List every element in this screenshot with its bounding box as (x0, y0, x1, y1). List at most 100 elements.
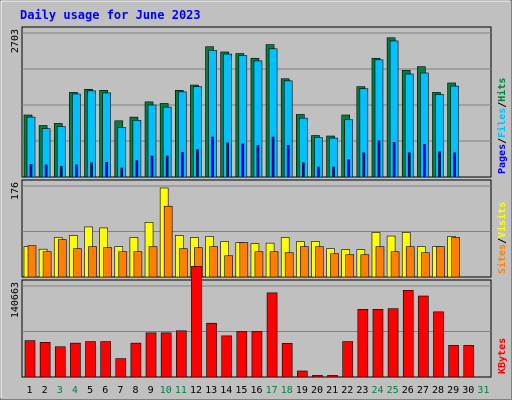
bar-sites-day-1 (27, 245, 37, 278)
bar-pages-day-9 (150, 155, 154, 178)
bar-kbytes-day-3 (54, 346, 66, 378)
bar-pages-day-7 (120, 167, 124, 178)
bar-sites-day-17 (269, 251, 279, 278)
bar-sites-day-5 (88, 246, 97, 278)
bar-kbytes-day-14 (221, 335, 232, 378)
bar-pages-day-11 (180, 152, 184, 178)
series-axis-label-part: / (497, 238, 508, 244)
panel-kbytes: 140663 KBytes (10, 265, 508, 378)
bar-kbytes-day-13 (206, 322, 217, 378)
x-tick-label: 13 (205, 385, 217, 396)
x-tick-label: 15 (235, 385, 247, 396)
bar-pages-day-1 (29, 164, 33, 178)
bar-pages-day-16 (256, 145, 260, 178)
bar-kbytes-day-17 (266, 292, 278, 378)
x-tick-label: 26 (402, 385, 414, 396)
bar-sites-day-2 (42, 251, 52, 278)
series-axis-label: Pages/Files/Hits (496, 78, 508, 174)
bar-sites-day-19 (300, 246, 309, 278)
x-tick-label: 16 (250, 385, 262, 396)
bar-kbytes-day-24 (372, 308, 384, 378)
x-tick-label: 31 (477, 385, 489, 396)
series-axis-label-part: / (497, 102, 508, 108)
bar-sites-day-29 (451, 237, 460, 278)
bar-pages-day-18 (286, 145, 290, 178)
chart-title: Daily usage for June 2023 (20, 8, 201, 22)
series-axis-label-part: Sites (496, 244, 508, 274)
bar-sites-day-3 (57, 239, 67, 278)
series-axis-label-part: / (497, 138, 508, 144)
bar-pages-day-13 (211, 136, 214, 178)
y-max-label: 176 (10, 182, 21, 200)
bar-sites-day-23 (360, 254, 370, 278)
bar-sites-day-6 (103, 247, 112, 278)
x-tick-label: 3 (57, 385, 63, 396)
bar-kbytes-day-20 (312, 375, 323, 378)
x-tick-label: 19 (296, 385, 308, 396)
bar-sites-day-14 (224, 255, 233, 278)
series-axis-label: Sites/Visits (496, 202, 508, 274)
bar-kbytes-day-22 (342, 341, 354, 378)
x-tick-label: 20 (311, 385, 323, 396)
bar-pages-day-29 (453, 152, 456, 178)
x-tick-label: 5 (87, 385, 93, 396)
bar-kbytes-day-19 (297, 370, 308, 378)
bar-kbytes-day-23 (357, 308, 369, 378)
series-axis-label-part: KBytes (497, 338, 508, 374)
bar-kbytes-day-1 (24, 340, 36, 378)
bar-pages-day-24 (377, 140, 381, 178)
x-tick-label: 14 (220, 385, 232, 396)
x-tick-label: 24 (372, 385, 384, 396)
x-tick-label: 8 (132, 385, 138, 396)
bar-sites-day-25 (390, 251, 400, 278)
bar-sites-day-8 (133, 251, 143, 278)
x-tick-label: 10 (160, 385, 172, 396)
bar-pages-day-3 (59, 166, 63, 178)
series-axis-label-part: Files (496, 108, 508, 138)
x-tick-label: 2 (42, 385, 48, 396)
bar-kbytes-day-11 (175, 330, 187, 378)
bar-kbytes-day-21 (327, 375, 338, 378)
bar-kbytes-day-27 (418, 295, 429, 378)
bar-sites-day-20 (315, 246, 324, 278)
x-tick-label: 17 (266, 385, 278, 396)
bar-kbytes-day-16 (251, 331, 263, 378)
bar-pages-day-15 (241, 143, 245, 178)
bar-pages-day-25 (392, 142, 396, 178)
x-tick-label: 18 (281, 385, 293, 396)
bar-pages-day-17 (271, 136, 275, 178)
bar-sites-day-4 (73, 248, 82, 278)
panel-hits-files-pages: 2703 Pages/Files/Hits (10, 26, 508, 178)
bar-kbytes-day-2 (39, 342, 51, 378)
bar-pages-day-22 (347, 159, 351, 178)
x-tick-label: 1 (27, 385, 33, 396)
x-tick-label: 29 (447, 385, 459, 396)
y-max-label: 2703 (10, 29, 21, 53)
bar-pages-day-23 (362, 152, 366, 178)
bar-kbytes-day-28 (433, 311, 444, 378)
x-tick-label: 6 (102, 385, 108, 396)
bar-kbytes-day-25 (387, 308, 399, 378)
bar-kbytes-day-9 (145, 332, 157, 378)
series-axis-label-part: Visits (496, 202, 508, 238)
bar-sites-day-28 (436, 246, 445, 278)
x-tick-label: 27 (417, 385, 429, 396)
bar-pages-day-26 (407, 152, 411, 178)
bar-kbytes-day-10 (160, 332, 172, 378)
bar-sites-day-10 (163, 205, 173, 278)
panel-visits-sites: 176 Sites/Visits (10, 179, 508, 278)
bar-kbytes-day-29 (448, 345, 459, 378)
bar-files-day-4 (72, 93, 81, 178)
bar-pages-day-21 (332, 166, 335, 178)
x-tick-label: 11 (175, 385, 187, 396)
bar-sites-day-16 (254, 251, 264, 278)
bar-sites-day-15 (239, 242, 249, 278)
bar-sites-day-24 (375, 246, 385, 278)
bar-kbytes-day-12 (191, 265, 202, 378)
bar-kbytes-day-6 (100, 341, 111, 378)
bar-kbytes-day-18 (281, 343, 293, 378)
bar-sites-day-21 (330, 253, 339, 278)
bar-kbytes-day-15 (236, 331, 248, 378)
bar-sites-day-9 (148, 246, 158, 278)
